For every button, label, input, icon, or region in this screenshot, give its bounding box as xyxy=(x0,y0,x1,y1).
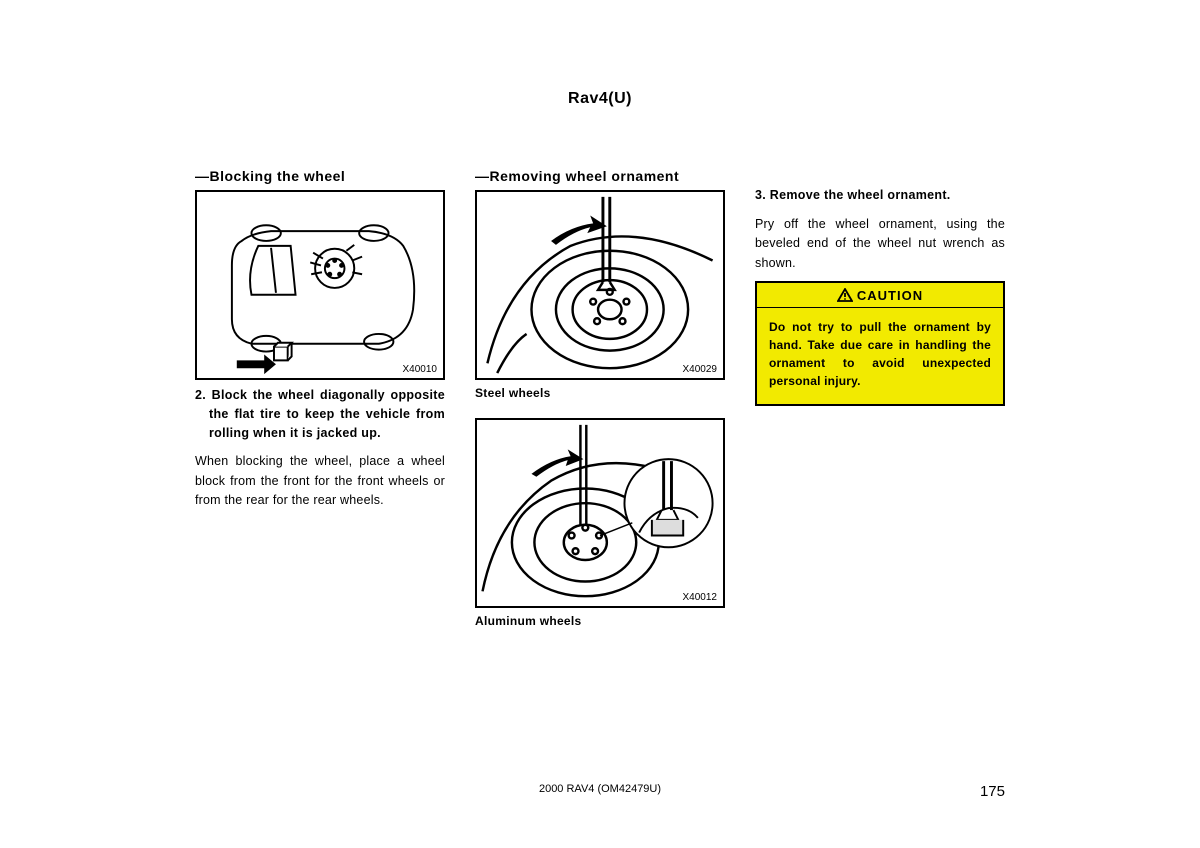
figure-code: X40010 xyxy=(403,364,437,375)
aluminum-wheel-illustration xyxy=(477,420,723,606)
caution-text: Do not try to pull the ornament by hand.… xyxy=(757,308,1003,404)
figure-steel-wheels: X40029 xyxy=(475,190,725,380)
page-content: Rav4(U) —Blocking the wheel xyxy=(195,90,1005,646)
document-header: Rav4(U) xyxy=(195,90,1005,108)
caution-box: CAUTION Do not try to pull the ornament … xyxy=(755,281,1005,406)
footer-doc-id: 2000 RAV4 (OM42479U) xyxy=(539,783,661,795)
body-text-blocking: When blocking the wheel, place a wheel b… xyxy=(195,452,445,510)
section-heading-ornament: —Removing wheel ornament xyxy=(475,168,725,184)
figure-code: X40012 xyxy=(683,592,717,603)
body-text-ornament: Pry off the wheel ornament, using the be… xyxy=(755,215,1005,273)
caution-header: CAUTION xyxy=(757,283,1003,308)
column-1: —Blocking the wheel xyxy=(195,168,445,646)
page-number: 175 xyxy=(980,783,1005,800)
car-block-illustration xyxy=(197,192,443,378)
column-2: —Removing wheel ornament xyxy=(475,168,725,646)
step-3-text: 3. Remove the wheel ornament. xyxy=(755,186,1005,205)
step-2-text: 2. Block the wheel diagonally opposite t… xyxy=(195,386,445,442)
three-column-layout: —Blocking the wheel xyxy=(195,168,1005,646)
figure-blocking-wheel: X40010 xyxy=(195,190,445,380)
steel-wheel-illustration xyxy=(477,192,723,378)
warning-icon xyxy=(837,288,853,302)
caution-label: CAUTION xyxy=(857,288,923,303)
column-3: 3. Remove the wheel ornament. Pry off th… xyxy=(755,168,1005,646)
caption-aluminum: Aluminum wheels xyxy=(475,614,725,628)
page-footer: 2000 RAV4 (OM42479U) 175 xyxy=(195,783,1005,800)
caption-steel: Steel wheels xyxy=(475,386,725,400)
section-heading-blocking: —Blocking the wheel xyxy=(195,168,445,184)
figure-aluminum-wheels: X40012 xyxy=(475,418,725,608)
figure-code: X40029 xyxy=(683,364,717,375)
